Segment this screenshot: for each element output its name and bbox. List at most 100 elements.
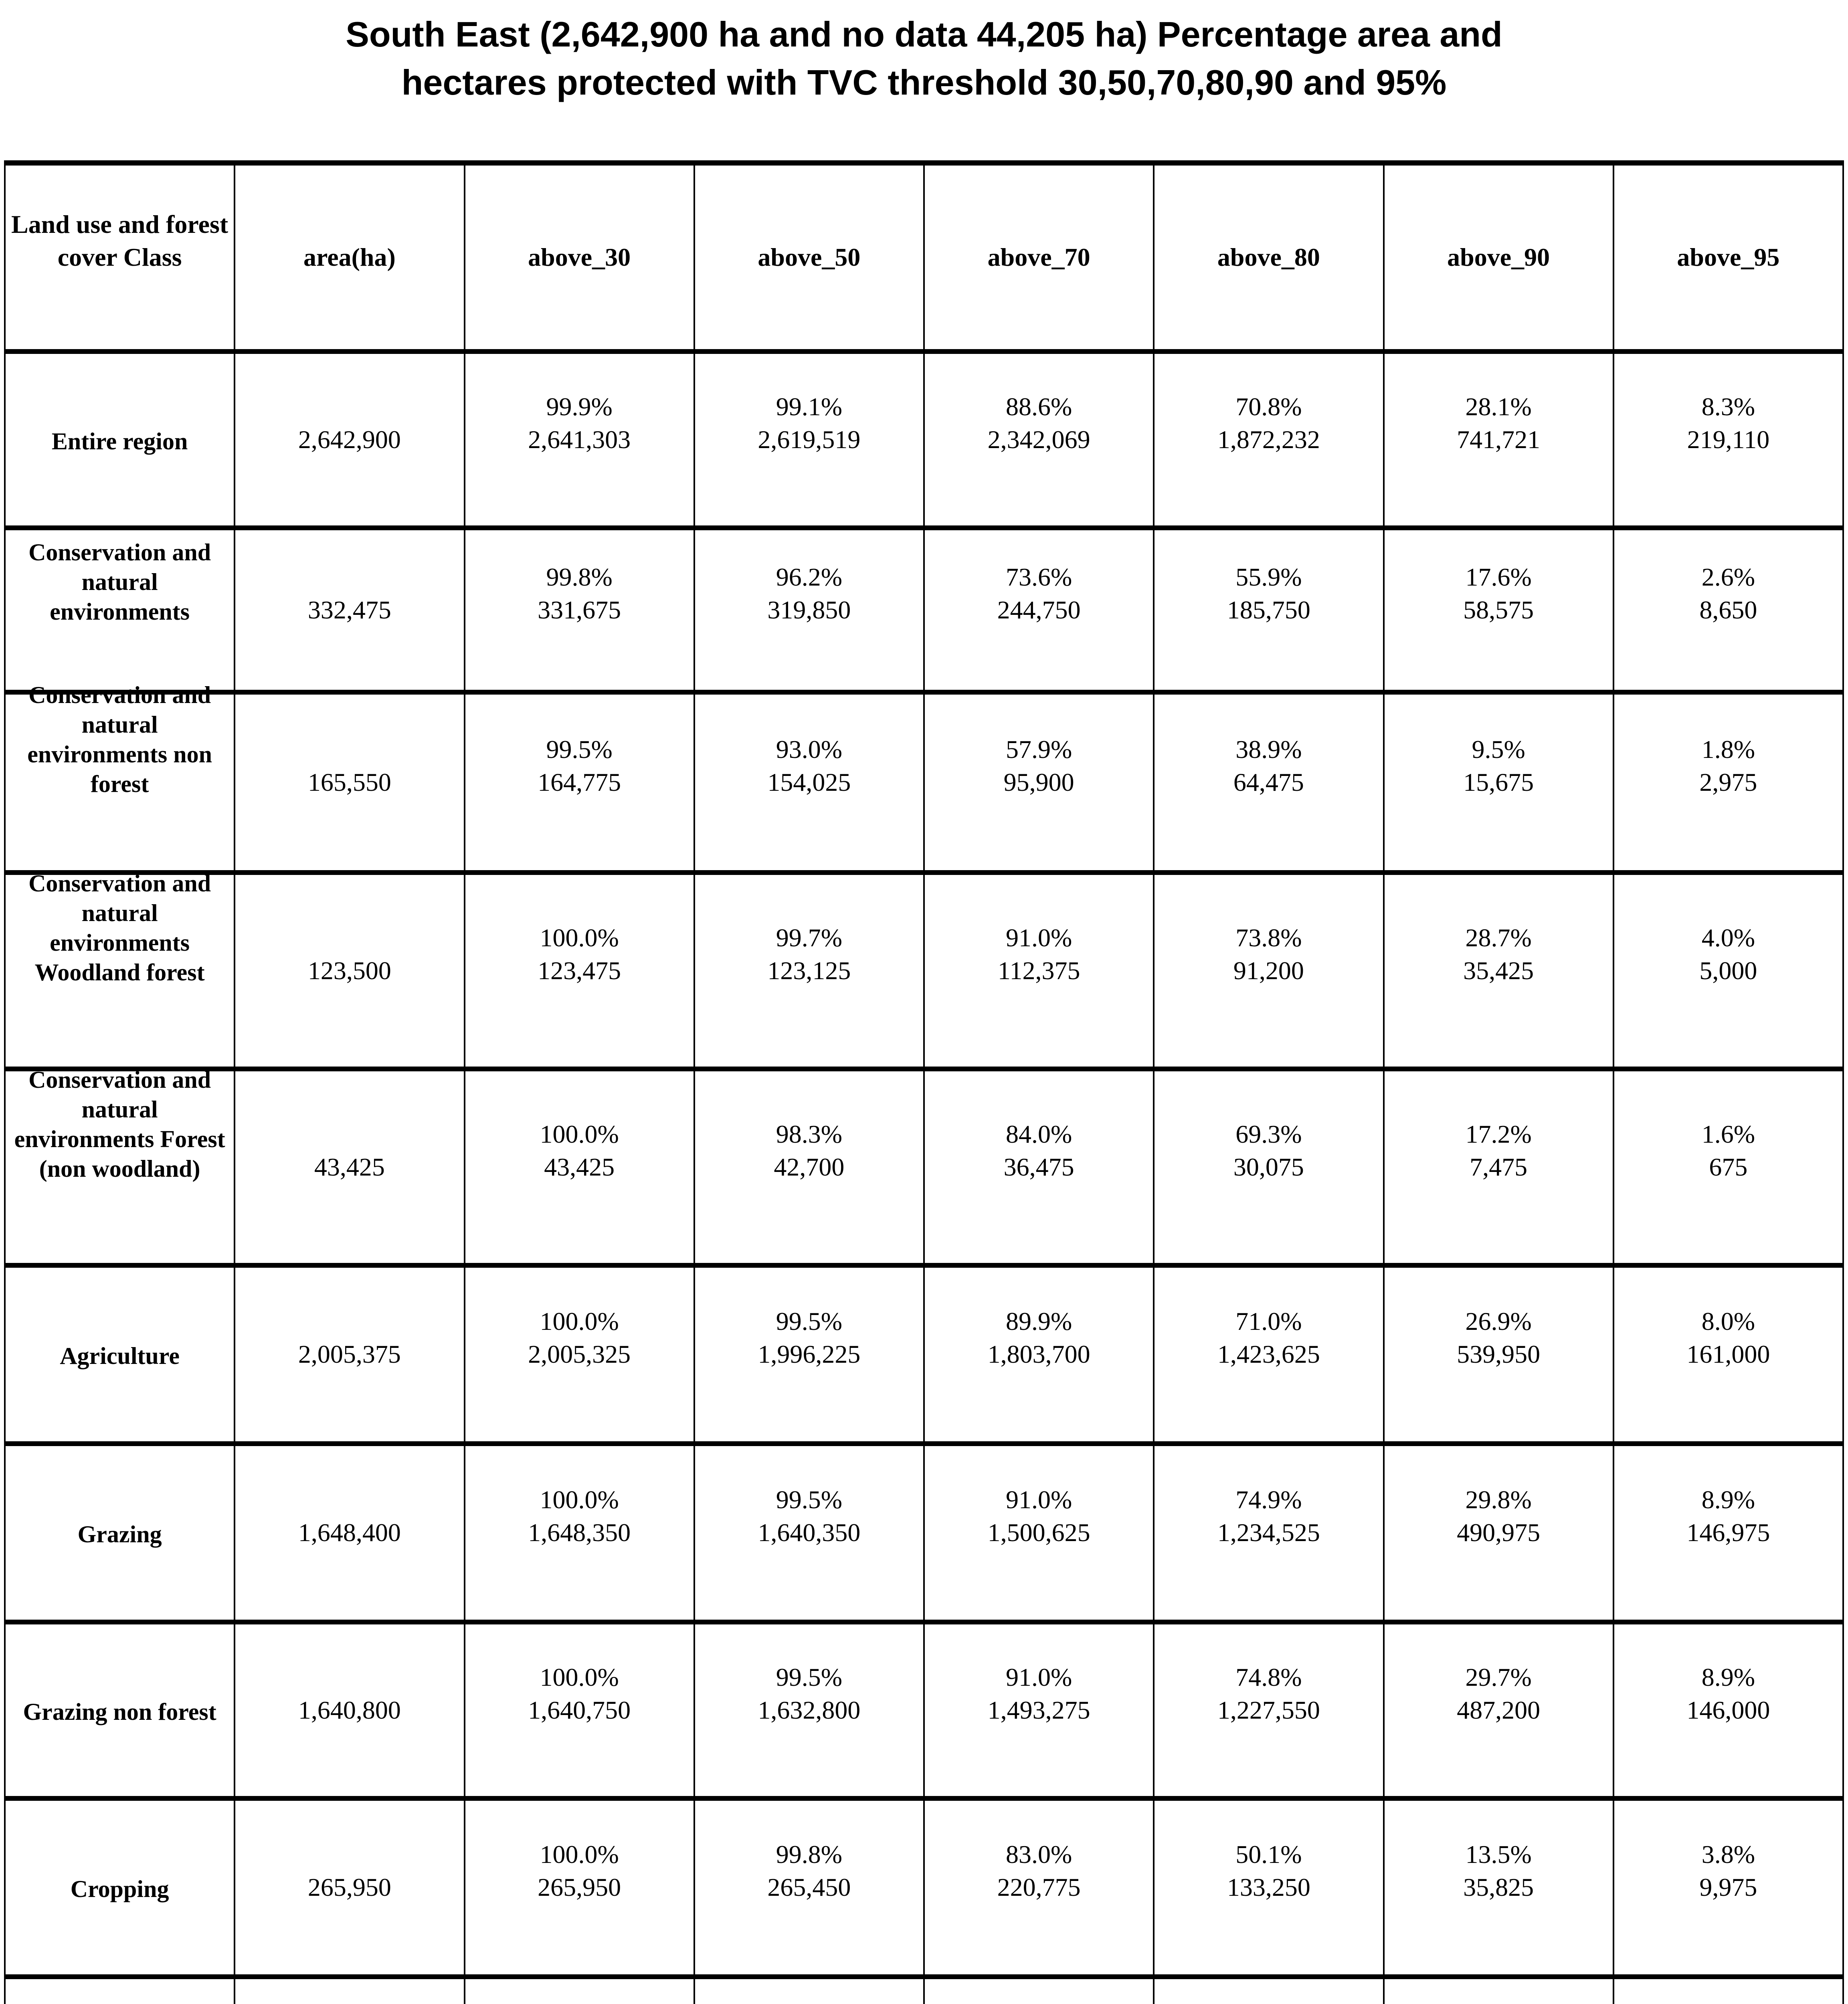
threshold-cell-5: 8.9% 146,000 bbox=[1612, 1622, 1844, 1798]
threshold-cell-1: 99.1% 2,619,519 bbox=[693, 351, 925, 528]
percent-value: 99.5% bbox=[776, 1485, 843, 1514]
threshold-cell-2: 91.0% 1,493,275 bbox=[923, 1622, 1155, 1798]
area-cell: 265,950 bbox=[234, 1798, 465, 1977]
threshold-cell-4: 13.5% 35,825 bbox=[1383, 1798, 1614, 1977]
percent-value: 28.7% bbox=[1465, 923, 1532, 952]
row-label-cell: Irrigation bbox=[4, 1976, 236, 2004]
column-header-label: Land use and forest cover Class bbox=[11, 210, 228, 271]
area-value: 123,500 bbox=[307, 956, 391, 985]
threshold-cell-2: 83.0% 220,775 bbox=[923, 1798, 1155, 1977]
percent-value: 50.1% bbox=[1235, 1840, 1302, 1869]
row-label-cell: Grazing bbox=[4, 1443, 236, 1622]
threshold-cell-0: 99.9% 2,641,303 bbox=[463, 351, 695, 528]
threshold-cell-2: 91.0% 112,375 bbox=[923, 872, 1155, 1069]
percent-value: 99.5% bbox=[776, 1307, 843, 1335]
threshold-cell-0: 100.0% 43,425 bbox=[463, 1069, 695, 1265]
threshold-cell-2: 91.4%81,775 bbox=[923, 1976, 1155, 2004]
percent-value: 99.8% bbox=[776, 1840, 843, 1869]
percent-value: 100.0% bbox=[540, 923, 619, 952]
percent-value: 8.9% bbox=[1701, 1485, 1755, 1514]
percent-value: 55.9% bbox=[1235, 562, 1302, 591]
hectares-value: 331,675 bbox=[538, 595, 621, 624]
hectares-value: 265,450 bbox=[767, 1873, 851, 1901]
percent-value: 100.0% bbox=[540, 1307, 619, 1335]
hectares-value: 1,648,350 bbox=[528, 1518, 631, 1547]
percent-value: 29.7% bbox=[1465, 1663, 1532, 1691]
threshold-cell-4: 28.1% 741,721 bbox=[1383, 351, 1614, 528]
threshold-cell-5: 8.3% 219,110 bbox=[1612, 351, 1844, 528]
percent-value: 96.2% bbox=[776, 562, 843, 591]
percent-value: 13.5% bbox=[1465, 1840, 1532, 1869]
row-label: Conservation and natural environments no… bbox=[27, 681, 212, 797]
hectares-value: 185,750 bbox=[1227, 595, 1310, 624]
hectares-value: 161,000 bbox=[1686, 1340, 1770, 1368]
percent-value: 98.3% bbox=[776, 1119, 843, 1148]
hectares-value: 112,375 bbox=[997, 956, 1080, 985]
hectares-value: 675 bbox=[1709, 1152, 1748, 1181]
threshold-cell-3: 73.8% 91,200 bbox=[1153, 872, 1385, 1069]
hectares-value: 95,900 bbox=[1003, 768, 1074, 796]
hectares-value: 8,650 bbox=[1699, 595, 1757, 624]
threshold-cell-2: 91.0% 1,500,625 bbox=[923, 1443, 1155, 1622]
hectares-value: 154,025 bbox=[767, 768, 851, 796]
hectares-value: 35,825 bbox=[1463, 1873, 1534, 1901]
table-row-9: Irrigation89,475100.0%89,47599.4%88,9259… bbox=[4, 1976, 1844, 2004]
threshold-cell-1: 99.5% 1,632,800 bbox=[693, 1622, 925, 1798]
hectares-value: 1,640,350 bbox=[758, 1518, 861, 1547]
table-row-3: Conservation and natural environments Wo… bbox=[4, 870, 1844, 1069]
percent-value: 3.8% bbox=[1701, 1840, 1755, 1869]
percent-value: 70.8% bbox=[1235, 392, 1302, 421]
row-label: Entire region bbox=[51, 428, 188, 455]
table-row-0: Entire region 2,642,900 99.9% 2,641,303 99.1… bbox=[4, 351, 1844, 528]
area-cell: 89,475 bbox=[234, 1976, 465, 2004]
hectares-value: 1,500,625 bbox=[987, 1518, 1090, 1547]
hectares-value: 43,425 bbox=[544, 1152, 615, 1181]
hectares-value: 30,075 bbox=[1233, 1152, 1304, 1181]
hectares-value: 42,700 bbox=[774, 1152, 845, 1181]
hectares-value: 2,641,303 bbox=[528, 425, 631, 454]
percent-value: 99.5% bbox=[776, 1663, 843, 1691]
row-label-cell: Entire region bbox=[4, 351, 236, 528]
percent-value: 29.8% bbox=[1465, 1485, 1532, 1514]
threshold-cell-3: 74.9% 1,234,525 bbox=[1153, 1443, 1385, 1622]
hectares-value: 123,475 bbox=[538, 956, 621, 985]
row-label: Conservation and natural environments Fo… bbox=[14, 1066, 225, 1182]
column-header-label: above_50 bbox=[758, 242, 861, 271]
percent-value: 2.6% bbox=[1701, 562, 1755, 591]
percent-value: 100.0% bbox=[540, 1840, 619, 1869]
percent-value: 1.6% bbox=[1701, 1119, 1755, 1148]
percent-value: 99.9% bbox=[546, 392, 613, 421]
area-cell: 123,500 bbox=[234, 872, 465, 1069]
area-value: 2,005,375 bbox=[298, 1340, 401, 1368]
percent-value: 69.3% bbox=[1235, 1119, 1302, 1148]
percent-value: 83.0% bbox=[1005, 1840, 1072, 1869]
threshold-cell-0: 99.5% 164,775 bbox=[463, 692, 695, 873]
hectares-value: 36,475 bbox=[1003, 1152, 1074, 1181]
threshold-cell-2: 88.6% 2,342,069 bbox=[923, 351, 1155, 528]
threshold-cell-1: 99.5% 1,996,225 bbox=[693, 1265, 925, 1444]
hectares-value: 15,675 bbox=[1463, 768, 1534, 796]
hectares-value: 741,721 bbox=[1457, 425, 1541, 454]
area-cell: 43,425 bbox=[234, 1069, 465, 1265]
threshold-cell-1: 99.7% 123,125 bbox=[693, 872, 925, 1069]
percent-value: 88.6% bbox=[1005, 392, 1072, 421]
threshold-cell-0: 99.8% 331,675 bbox=[463, 527, 695, 692]
column-header-label: above_30 bbox=[528, 242, 631, 271]
percent-value: 8.0% bbox=[1701, 1307, 1755, 1335]
area-cell: 332,475 bbox=[234, 527, 465, 692]
percent-value: 99.8% bbox=[546, 562, 613, 591]
threshold-cell-5: 4.0% 5,000 bbox=[1612, 872, 1844, 1069]
percent-value: 38.9% bbox=[1235, 735, 1302, 764]
percent-value: 100.0% bbox=[540, 1119, 619, 1148]
hectares-value: 7,475 bbox=[1470, 1152, 1528, 1181]
threshold-cell-4: 17.6% 58,575 bbox=[1383, 527, 1614, 692]
column-header-1: area(ha) bbox=[234, 163, 465, 352]
table-row-4: Conservation and natural environments Fo… bbox=[4, 1067, 1844, 1265]
percent-value: 84.0% bbox=[1005, 1119, 1072, 1148]
threshold-cell-5: 1.8% 2,975 bbox=[1612, 692, 1844, 873]
column-header-0: Land use and forest cover Class bbox=[4, 163, 236, 352]
threshold-cell-1: 96.2% 319,850 bbox=[693, 527, 925, 692]
row-label-cell: Conservation and natural environments Fo… bbox=[4, 1067, 236, 1265]
threshold-cell-1: 93.0% 154,025 bbox=[693, 692, 925, 873]
hectares-value: 2,342,069 bbox=[987, 425, 1090, 454]
